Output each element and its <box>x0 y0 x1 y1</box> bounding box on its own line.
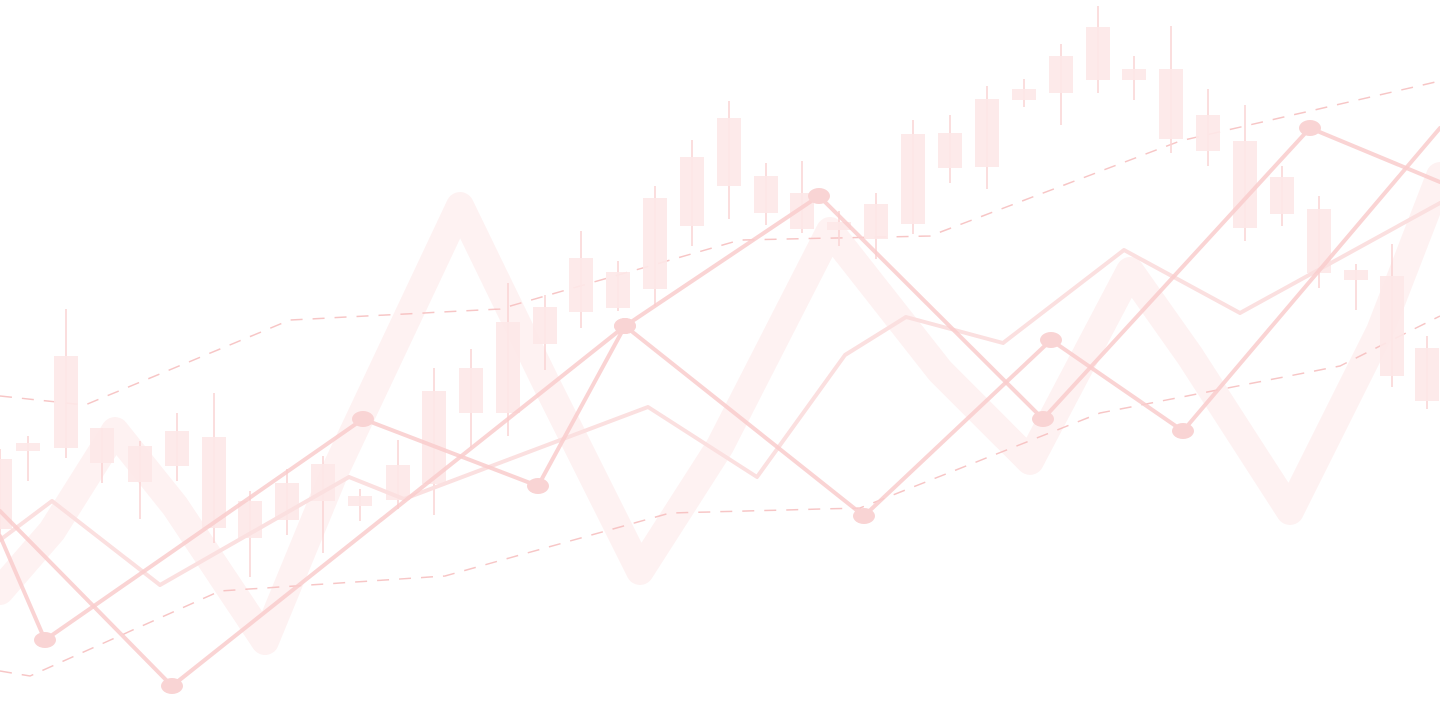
candle-body <box>717 118 741 186</box>
series-point <box>614 318 636 334</box>
candle-body <box>459 368 483 413</box>
candle-body <box>901 134 925 224</box>
series-point <box>1040 332 1062 348</box>
candle-body <box>54 356 78 448</box>
candle-body <box>754 176 778 213</box>
candle-body <box>569 258 593 312</box>
candle-body <box>16 443 40 451</box>
candle-body <box>348 496 372 506</box>
candle-body <box>643 198 667 289</box>
faint-series-layer <box>0 162 1440 655</box>
series-point <box>853 508 875 524</box>
candle-body <box>165 431 189 466</box>
series-point <box>808 188 830 204</box>
candle-body <box>864 204 888 239</box>
candle-body <box>1344 270 1368 280</box>
marked-series-layer <box>0 120 1440 694</box>
series-point <box>1172 423 1194 439</box>
series-point <box>352 411 374 427</box>
faint-series-line <box>0 162 1440 655</box>
candle-body <box>938 133 962 168</box>
series-point <box>34 632 56 648</box>
candle-body <box>128 446 152 482</box>
soft-series-line <box>0 201 1440 587</box>
candlestick-layer <box>0 6 1439 577</box>
candle-body <box>1270 177 1294 214</box>
candle-body <box>1233 141 1257 228</box>
candle-body <box>496 322 520 413</box>
candle-body <box>1415 348 1439 401</box>
candle-body <box>422 391 446 484</box>
candle-body <box>202 437 226 528</box>
candle-body <box>606 272 630 308</box>
soft-series-layer <box>0 201 1440 587</box>
candle-body <box>1122 69 1146 80</box>
candle-body <box>1196 115 1220 151</box>
series-point <box>527 478 549 494</box>
series-point <box>161 678 183 694</box>
candle-body <box>1086 27 1110 80</box>
candle-body <box>90 428 114 463</box>
series-point <box>1299 120 1321 136</box>
candle-body <box>1049 56 1073 93</box>
series-point <box>1032 411 1054 427</box>
candle-body <box>1012 89 1036 100</box>
candle-body <box>1380 276 1404 376</box>
candle-body <box>533 307 557 344</box>
candle-body <box>827 222 851 230</box>
candle-body <box>975 99 999 167</box>
dashed-series-line <box>0 315 1440 677</box>
candle-body <box>680 157 704 226</box>
candle-body <box>1159 69 1183 139</box>
